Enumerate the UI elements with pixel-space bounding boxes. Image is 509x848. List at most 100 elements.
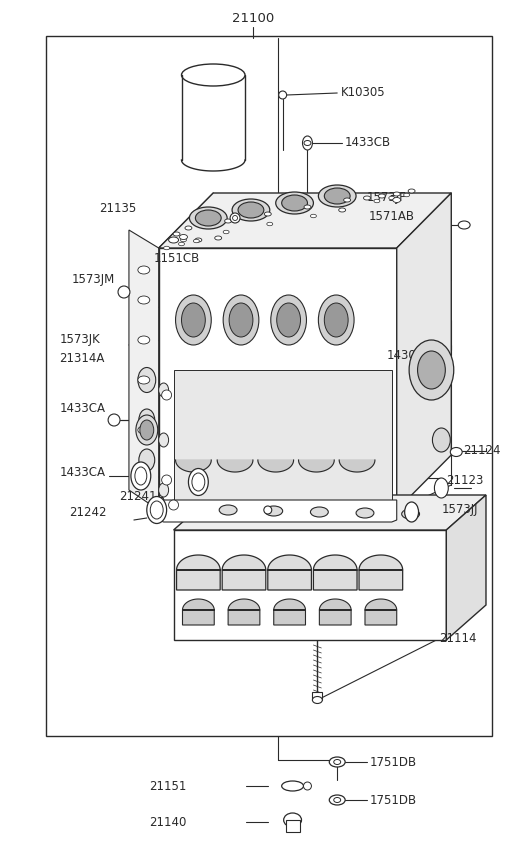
Ellipse shape [232,199,269,221]
Ellipse shape [137,466,150,474]
Ellipse shape [333,797,340,802]
Ellipse shape [275,192,313,214]
Ellipse shape [263,506,271,514]
Ellipse shape [219,505,237,515]
Text: 21140: 21140 [149,816,186,828]
Text: 1433CA: 1433CA [60,466,105,478]
Ellipse shape [195,210,221,226]
Ellipse shape [333,760,340,765]
Ellipse shape [158,383,168,397]
Ellipse shape [137,296,150,304]
Ellipse shape [276,303,300,337]
Ellipse shape [194,238,202,242]
Polygon shape [176,555,220,590]
Ellipse shape [238,202,263,218]
Ellipse shape [137,336,150,344]
Polygon shape [222,555,265,590]
Text: 1573JK: 1573JK [60,333,100,347]
Text: 21114: 21114 [439,632,476,644]
Ellipse shape [139,420,153,440]
Polygon shape [158,193,450,248]
Text: 1573JF: 1573JF [366,192,406,204]
Polygon shape [285,820,299,832]
Ellipse shape [161,475,171,485]
Ellipse shape [229,303,252,337]
Text: 21100: 21100 [231,12,273,25]
Ellipse shape [266,222,272,226]
Ellipse shape [373,199,379,203]
Ellipse shape [232,215,237,220]
Ellipse shape [158,483,168,497]
Ellipse shape [378,194,385,198]
Ellipse shape [404,502,418,522]
Polygon shape [273,599,305,625]
Ellipse shape [408,340,453,400]
Text: 1573JJ: 1573JJ [440,504,477,516]
Ellipse shape [434,478,447,498]
Ellipse shape [329,757,345,767]
Ellipse shape [281,195,307,211]
Ellipse shape [283,813,301,827]
Ellipse shape [223,295,259,345]
Ellipse shape [230,213,240,223]
Ellipse shape [310,215,316,218]
Polygon shape [396,193,450,510]
Ellipse shape [324,188,349,204]
Ellipse shape [191,473,205,491]
Ellipse shape [303,782,311,790]
Ellipse shape [179,235,187,239]
Ellipse shape [147,496,166,523]
Text: 1433CA: 1433CA [60,401,105,415]
Ellipse shape [189,207,227,229]
Ellipse shape [392,192,400,196]
Text: 1751DB: 1751DB [369,756,416,768]
Ellipse shape [457,221,469,229]
Ellipse shape [185,226,191,230]
Polygon shape [313,555,356,590]
Text: 21135: 21135 [99,202,136,215]
Ellipse shape [150,501,163,519]
Ellipse shape [355,508,373,518]
Polygon shape [358,555,402,590]
Text: 21314A: 21314A [60,352,105,365]
Ellipse shape [264,212,271,216]
Ellipse shape [324,303,348,337]
Ellipse shape [168,237,178,243]
Ellipse shape [214,236,221,240]
Ellipse shape [168,500,178,510]
Ellipse shape [193,239,199,243]
Ellipse shape [449,448,461,456]
Ellipse shape [138,449,154,471]
Polygon shape [267,555,311,590]
Ellipse shape [338,208,345,212]
Ellipse shape [363,196,370,200]
Ellipse shape [401,509,419,519]
Ellipse shape [310,507,328,517]
Ellipse shape [188,468,208,495]
Ellipse shape [158,433,168,447]
Ellipse shape [173,232,180,236]
Ellipse shape [108,414,120,426]
Text: 21151: 21151 [149,779,186,793]
Polygon shape [173,530,445,640]
Polygon shape [228,599,260,625]
Ellipse shape [131,462,151,490]
Ellipse shape [303,205,310,209]
Text: 1430JC: 1430JC [386,349,428,362]
Ellipse shape [264,506,282,516]
Polygon shape [158,500,396,522]
Ellipse shape [329,795,345,805]
Ellipse shape [181,64,244,86]
Ellipse shape [223,231,229,234]
Ellipse shape [178,243,184,246]
Ellipse shape [224,219,231,223]
Ellipse shape [302,136,312,150]
Ellipse shape [403,193,409,197]
Ellipse shape [137,426,150,434]
Ellipse shape [270,295,306,345]
Text: 21242: 21242 [69,505,107,518]
Polygon shape [364,599,396,625]
Text: 1571AB: 1571AB [368,209,414,222]
Polygon shape [338,460,374,472]
Polygon shape [182,599,214,625]
